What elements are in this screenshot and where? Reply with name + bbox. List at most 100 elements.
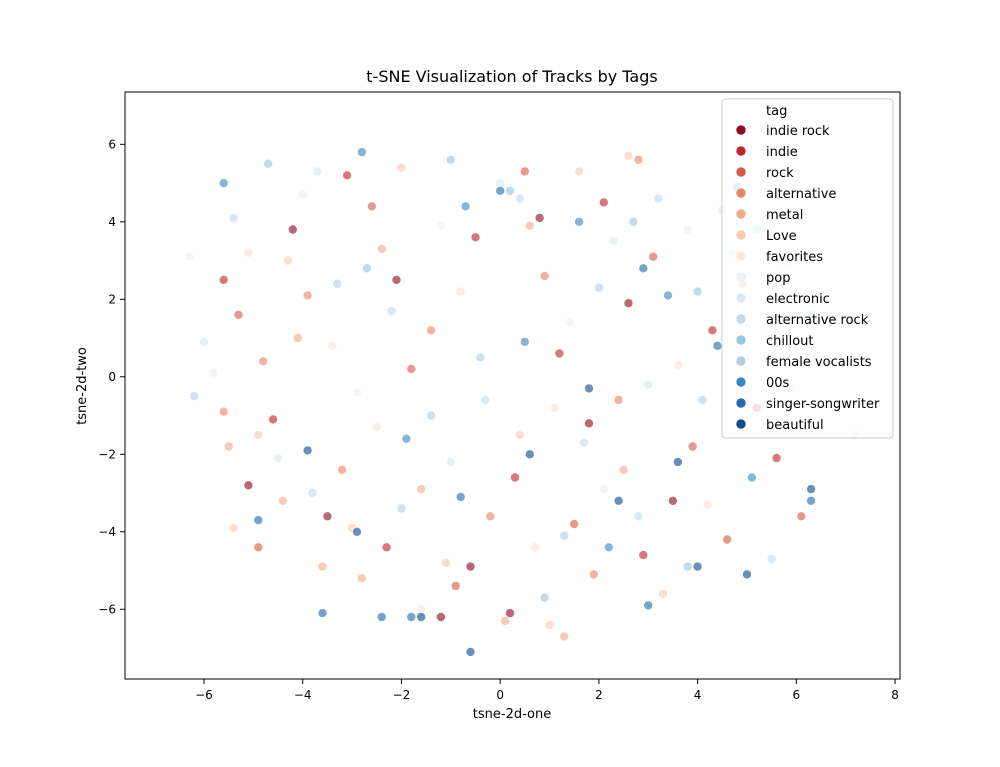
data-point — [342, 170, 353, 181]
legend-marker — [735, 334, 747, 346]
data-point — [643, 379, 654, 390]
data-point — [253, 429, 264, 440]
data-point — [514, 429, 525, 440]
plot-area — [124, 91, 901, 680]
legend-marker — [735, 292, 747, 304]
legend-label: beautiful — [766, 418, 824, 433]
x-axis-label: tsne-2d-one — [473, 707, 551, 722]
data-point — [519, 336, 530, 347]
data-point — [282, 255, 293, 266]
data-point — [307, 487, 318, 498]
data-point — [445, 154, 456, 165]
data-point — [618, 464, 629, 475]
legend-label: Love — [766, 229, 797, 244]
legend-label: electronic — [766, 292, 830, 307]
data-point — [672, 360, 683, 371]
y-tick-label: −4 — [98, 525, 116, 539]
data-point — [228, 212, 239, 223]
data-point — [440, 557, 451, 568]
data-point — [559, 631, 570, 642]
data-point — [613, 495, 624, 506]
data-point — [584, 383, 595, 394]
x-tick-label: −4 — [294, 688, 312, 702]
data-point — [524, 449, 535, 460]
data-point — [712, 340, 723, 351]
y-tick-label: 2 — [108, 292, 116, 306]
data-point — [406, 612, 417, 623]
x-tick-label: −2 — [393, 688, 411, 702]
data-point — [253, 542, 264, 553]
data-point — [218, 406, 229, 417]
data-point — [584, 418, 595, 429]
legend-label: indie — [766, 145, 798, 160]
data-point — [332, 278, 343, 289]
legend-label: 00s — [766, 376, 790, 391]
data-point — [317, 608, 328, 619]
data-point — [218, 178, 229, 189]
data-point — [416, 484, 427, 495]
data-point — [302, 290, 313, 301]
data-point — [514, 193, 525, 204]
data-point — [588, 569, 599, 580]
x-tick-label: 2 — [595, 688, 603, 702]
data-point — [653, 193, 664, 204]
data-point — [396, 503, 407, 514]
data-point — [297, 189, 308, 200]
data-point — [460, 201, 471, 212]
data-point — [228, 522, 239, 533]
data-point — [623, 150, 634, 161]
legend-label: favorites — [766, 250, 823, 265]
data-point — [524, 220, 535, 231]
legend-label: female vocalists — [766, 355, 872, 370]
data-point — [243, 480, 254, 491]
data-point — [746, 472, 757, 483]
data-point — [351, 387, 362, 398]
data-point — [554, 348, 565, 359]
data-point — [435, 220, 446, 231]
data-point — [480, 394, 491, 405]
data-point — [366, 201, 377, 212]
y-tick-label: −6 — [98, 602, 116, 616]
data-point — [574, 166, 585, 177]
data-point — [504, 185, 515, 196]
legend-label: chillout — [766, 334, 814, 349]
data-point — [386, 305, 397, 316]
legend-label: pop — [766, 271, 790, 286]
legend-marker — [735, 124, 747, 136]
data-point — [544, 619, 555, 630]
data-point — [435, 612, 446, 623]
data-point — [445, 456, 456, 467]
legend-marker — [735, 418, 747, 430]
data-point — [702, 499, 713, 510]
x-tick-label: 6 — [793, 688, 801, 702]
data-point — [663, 290, 674, 301]
data-point — [613, 394, 624, 405]
data-point — [223, 441, 234, 452]
data-point — [253, 515, 264, 526]
legend-marker — [735, 208, 747, 220]
y-tick-label: 6 — [108, 137, 116, 151]
data-point — [263, 158, 274, 169]
data-point — [692, 561, 703, 572]
data-point — [574, 216, 585, 227]
data-point — [633, 154, 644, 165]
data-point — [465, 646, 476, 657]
x-tick-label: 0 — [496, 688, 504, 702]
data-point — [218, 274, 229, 285]
data-point — [598, 484, 609, 495]
data-point — [277, 495, 288, 506]
data-point — [519, 166, 530, 177]
legend-marker — [735, 355, 747, 367]
data-point — [569, 519, 580, 530]
legend-title: tag — [766, 104, 787, 119]
data-point — [426, 325, 437, 336]
legend-label: alternative rock — [766, 313, 869, 328]
data-point — [426, 410, 437, 421]
legend-marker — [735, 271, 747, 283]
data-point — [189, 391, 200, 402]
data-point — [564, 317, 575, 328]
data-point — [658, 588, 669, 599]
data-point — [742, 569, 753, 580]
x-axis-ticks: −6 −4 −2 0 2 4 6 8 — [195, 679, 899, 702]
